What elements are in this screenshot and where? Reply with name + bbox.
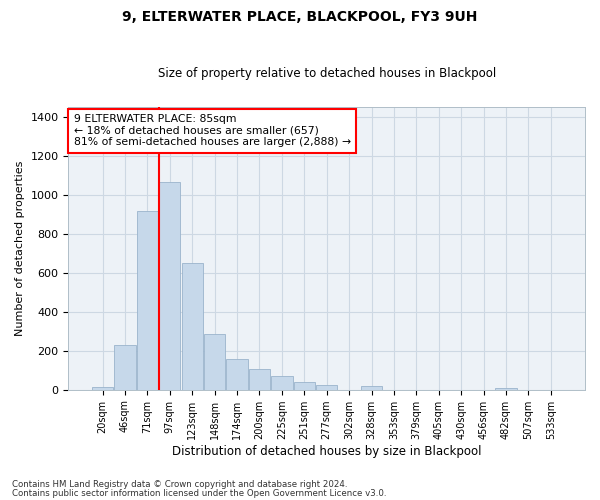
Text: Contains public sector information licensed under the Open Government Licence v3: Contains public sector information licen… bbox=[12, 488, 386, 498]
Text: 9, ELTERWATER PLACE, BLACKPOOL, FY3 9UH: 9, ELTERWATER PLACE, BLACKPOOL, FY3 9UH bbox=[122, 10, 478, 24]
Bar bbox=[115, 346, 136, 390]
Y-axis label: Number of detached properties: Number of detached properties bbox=[15, 160, 25, 336]
Text: 9 ELTERWATER PLACE: 85sqm
← 18% of detached houses are smaller (657)
81% of semi: 9 ELTERWATER PLACE: 85sqm ← 18% of detac… bbox=[74, 114, 350, 148]
Title: Size of property relative to detached houses in Blackpool: Size of property relative to detached ho… bbox=[158, 66, 496, 80]
Bar bbox=[496, 388, 517, 390]
Text: Contains HM Land Registry data © Crown copyright and database right 2024.: Contains HM Land Registry data © Crown c… bbox=[12, 480, 347, 489]
Bar bbox=[182, 263, 203, 390]
Bar bbox=[159, 182, 181, 390]
Bar bbox=[361, 386, 382, 390]
Bar bbox=[92, 387, 113, 390]
Bar bbox=[226, 359, 248, 390]
Bar bbox=[293, 382, 315, 390]
Bar bbox=[271, 376, 293, 390]
X-axis label: Distribution of detached houses by size in Blackpool: Distribution of detached houses by size … bbox=[172, 444, 481, 458]
Bar bbox=[249, 370, 270, 390]
Bar bbox=[137, 211, 158, 390]
Bar bbox=[204, 334, 225, 390]
Bar bbox=[316, 385, 337, 390]
